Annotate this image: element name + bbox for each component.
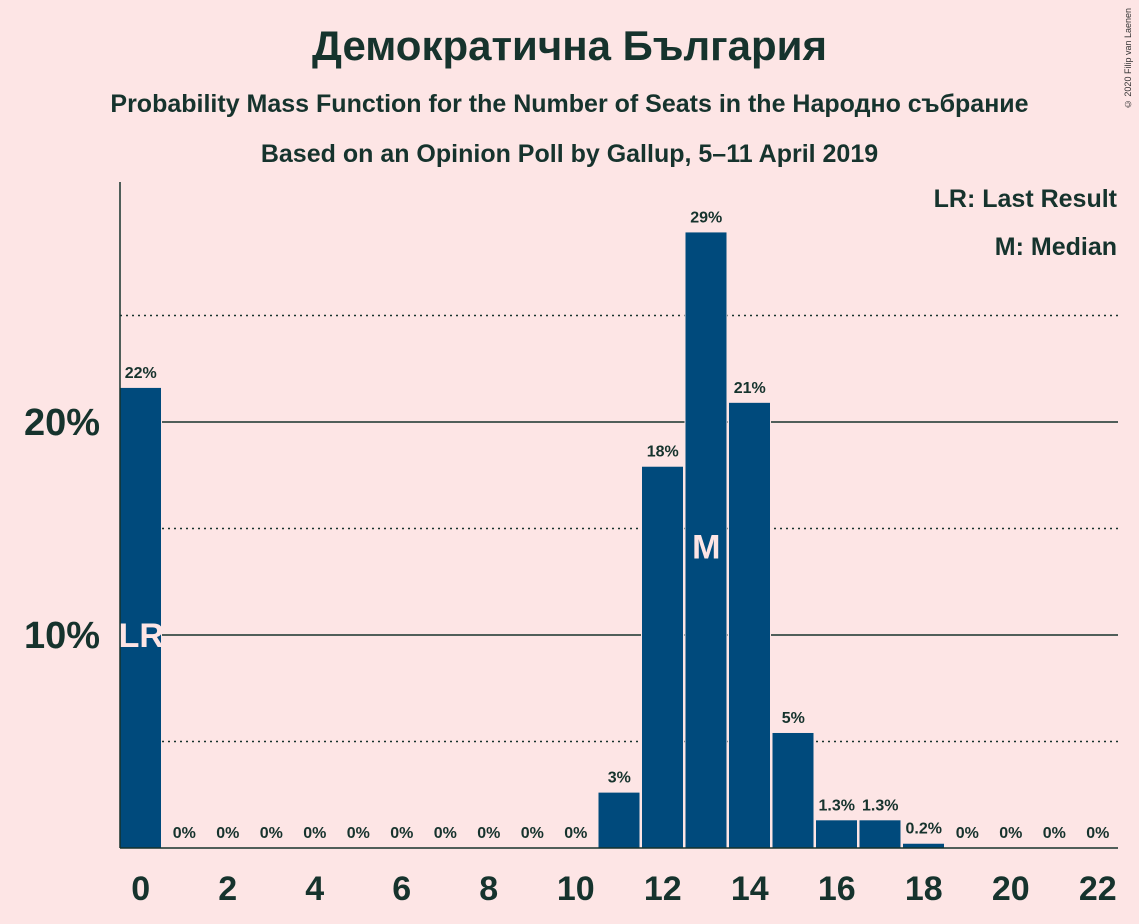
bar: [859, 820, 901, 848]
data-label: 0%: [347, 825, 370, 842]
data-label: 0%: [390, 825, 413, 842]
data-label: 0%: [434, 825, 457, 842]
data-label: 0%: [999, 825, 1022, 842]
data-label: 0%: [564, 825, 587, 842]
x-tick-label: 16: [818, 870, 856, 908]
data-label: 0%: [260, 825, 283, 842]
chart-source-note: Based on an Opinion Poll by Gallup, 5–11…: [260, 140, 879, 168]
data-label: 0%: [216, 825, 239, 842]
x-tick-label: 4: [305, 870, 324, 908]
data-label: 0%: [1043, 825, 1066, 842]
x-tick-label: 10: [557, 870, 595, 908]
data-label: 22%: [125, 365, 157, 382]
data-label: 0%: [477, 825, 500, 842]
x-tick-label: 8: [479, 870, 498, 908]
x-tick-label: 6: [392, 870, 411, 908]
bar: [598, 792, 640, 848]
data-label: 0%: [1086, 825, 1109, 842]
data-label: 29%: [690, 209, 722, 226]
data-label: 0%: [521, 825, 544, 842]
x-tick-label: 14: [731, 870, 769, 908]
data-label: 3%: [608, 770, 631, 787]
x-tick-label: 20: [992, 870, 1030, 908]
chart-subtitle: Probability Mass Function for the Number…: [110, 90, 1029, 118]
bar: [642, 466, 683, 848]
x-tick-label: 0: [131, 870, 150, 908]
legend-median: M: Median: [994, 233, 1117, 261]
data-label: 1.3%: [819, 797, 855, 814]
median-mark: M: [692, 529, 720, 567]
bar: [685, 232, 727, 848]
data-label: 1.3%: [862, 797, 898, 814]
bar: [729, 402, 770, 848]
legend-last-result: LR: Last Result: [933, 185, 1117, 213]
data-label: 0.2%: [906, 821, 942, 838]
data-label: 5%: [782, 710, 805, 727]
data-label: 0%: [173, 825, 196, 842]
x-tick-label: 12: [644, 870, 682, 908]
bar: [772, 732, 814, 848]
data-label: 21%: [734, 380, 766, 397]
x-tick-label: 2: [218, 870, 237, 908]
data-label: 0%: [303, 825, 326, 842]
bar: [120, 387, 161, 848]
data-label: 18%: [647, 444, 679, 461]
y-tick-label: 20%: [24, 402, 100, 444]
bar: [903, 843, 944, 848]
last-result-mark: LR: [119, 617, 164, 655]
x-tick-label: 22: [1079, 870, 1117, 908]
bar: [816, 820, 857, 848]
x-tick-label: 18: [905, 870, 943, 908]
y-tick-label: 10%: [24, 615, 100, 657]
chart-title: Демократична България: [312, 22, 827, 69]
data-label: 0%: [956, 825, 979, 842]
